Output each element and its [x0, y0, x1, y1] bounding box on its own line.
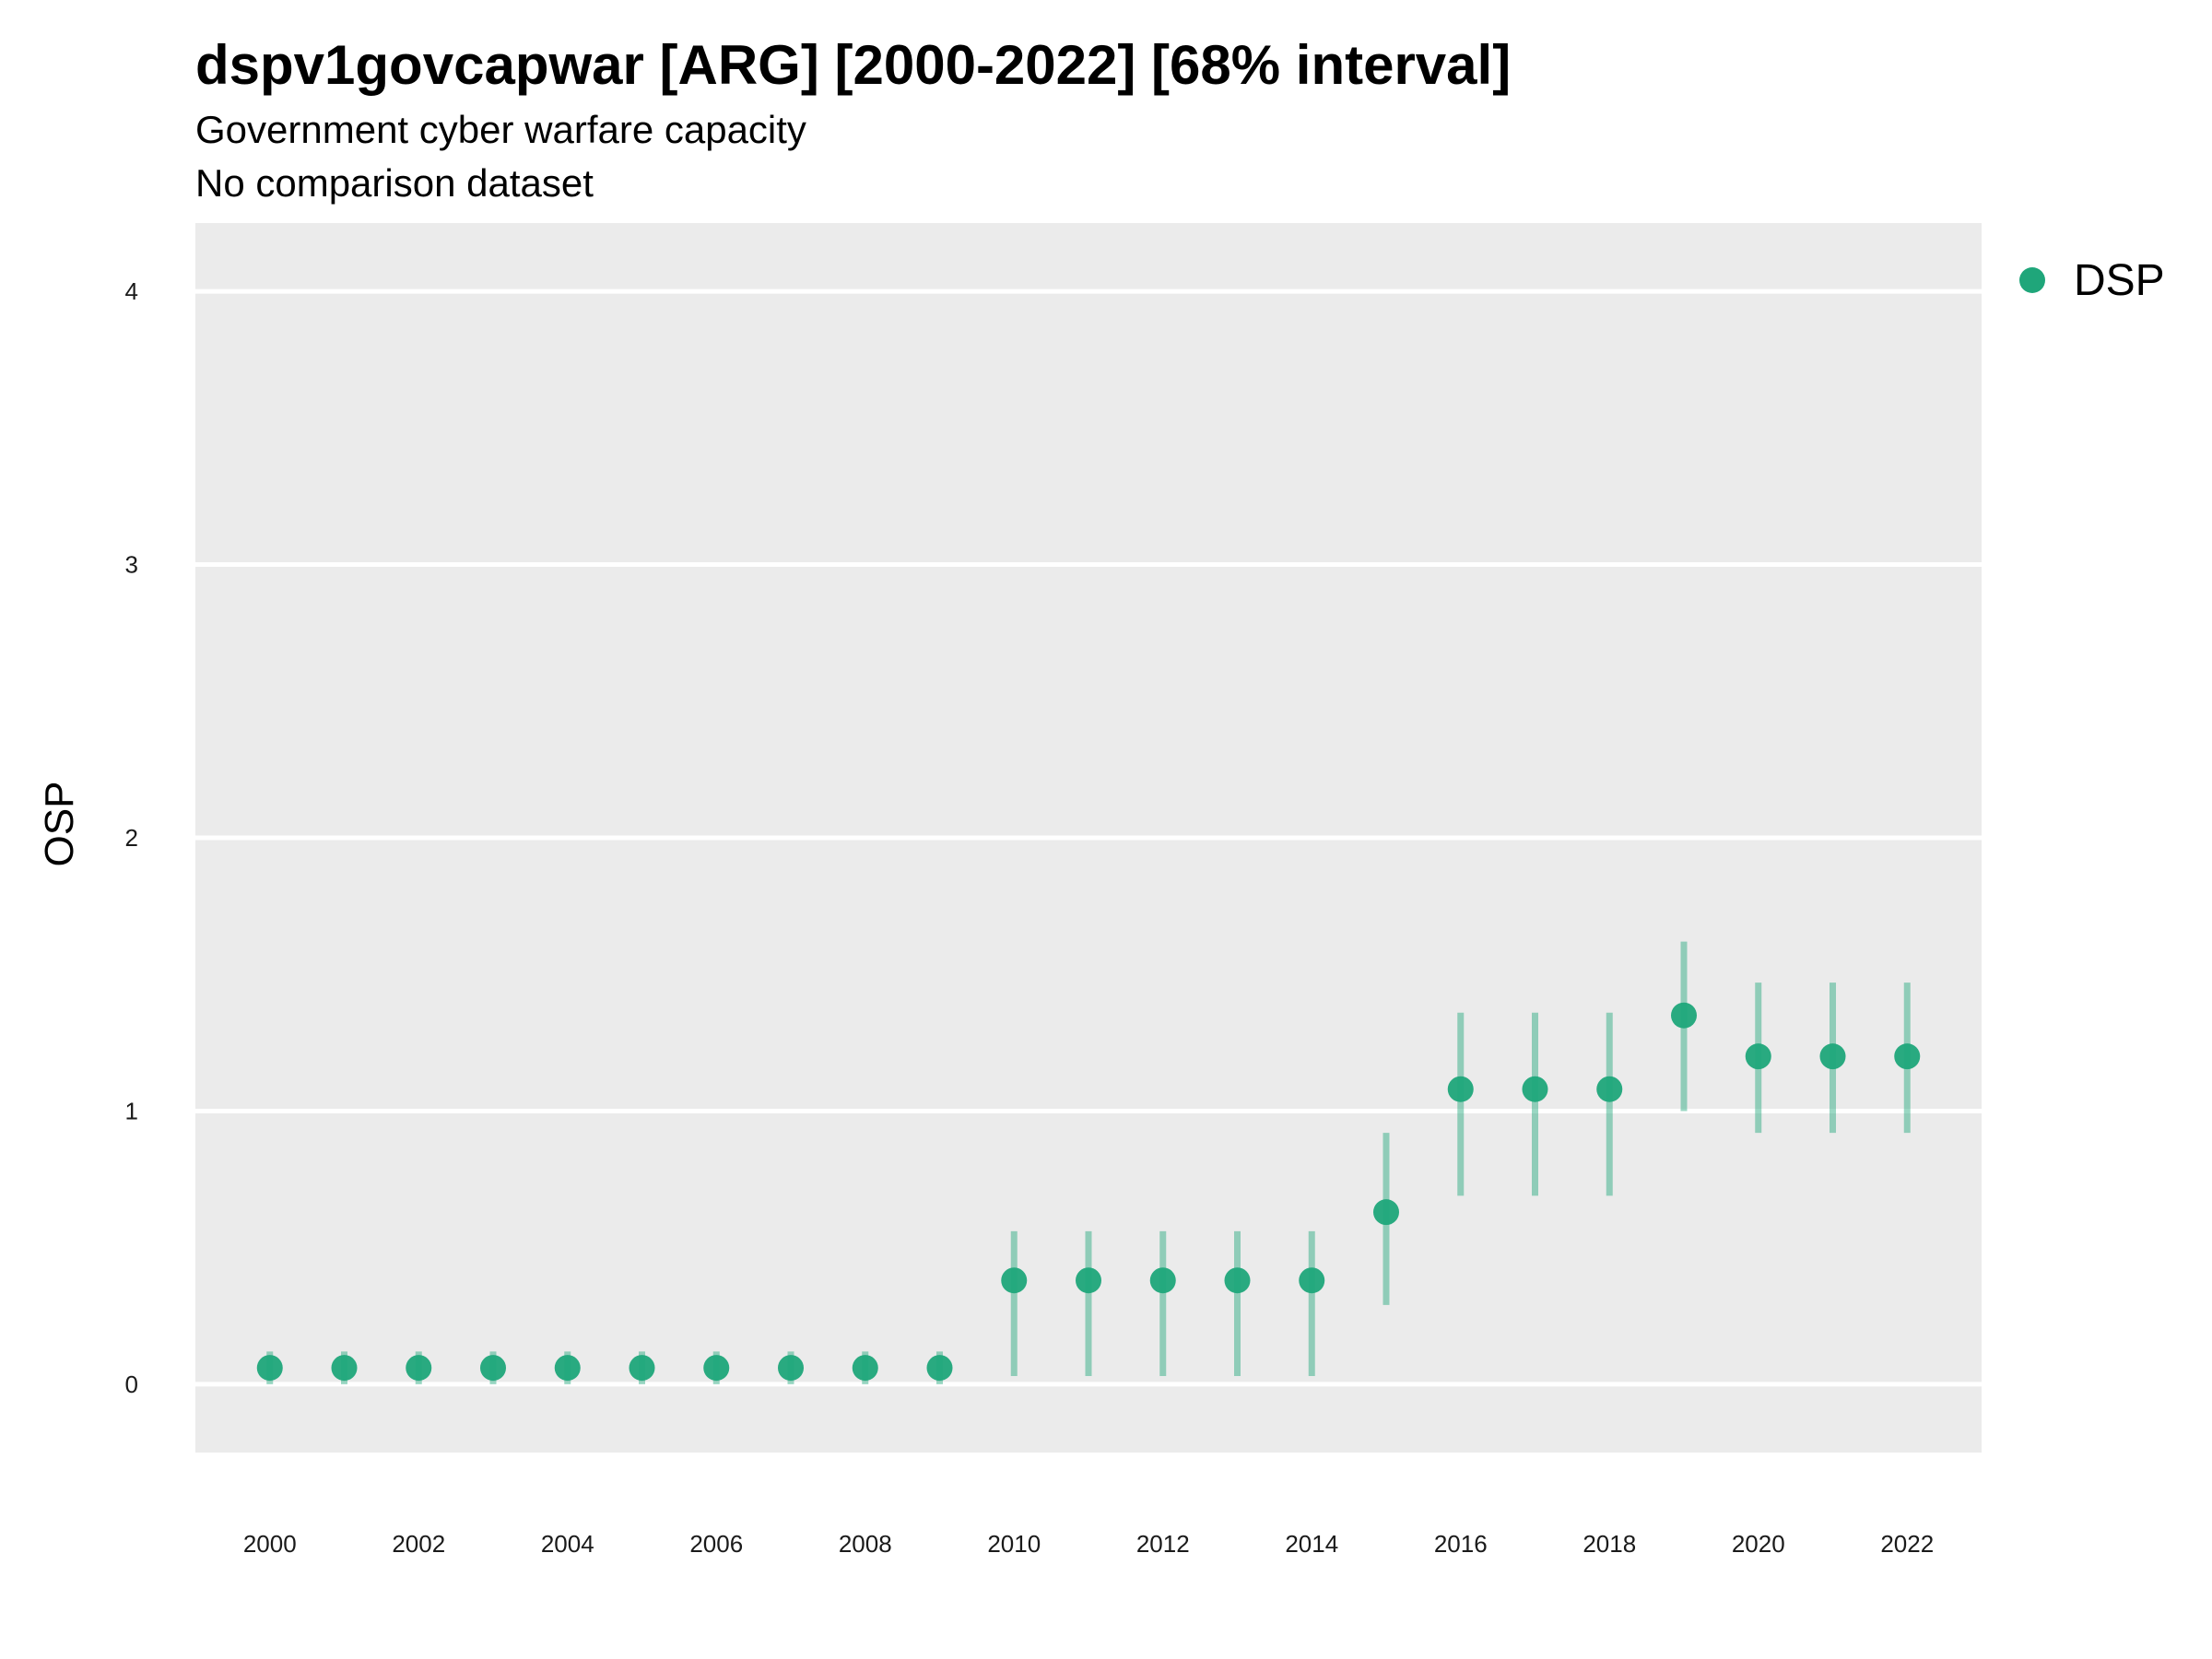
y-tick-label: 1 [125, 1097, 138, 1124]
data-point [1447, 1076, 1474, 1102]
data-point [1745, 1043, 1771, 1070]
data-point [1224, 1267, 1251, 1294]
data-point [554, 1355, 581, 1382]
grid-lines [195, 288, 1982, 1387]
chart-subtitle: Government cyber warfare capacity [195, 108, 806, 151]
y-tick-label: 4 [125, 277, 138, 305]
y-axis-label: OSP [37, 782, 82, 867]
data-point [1671, 1002, 1697, 1029]
x-tick-label: 2020 [1732, 1530, 1785, 1558]
x-tick-label: 2018 [1583, 1530, 1636, 1558]
legend-marker-dsp [2019, 267, 2045, 293]
chart-title: dspv1govcapwar [ARG] [2000-2022] [68% in… [195, 34, 1512, 96]
y-tick-label: 0 [125, 1371, 138, 1398]
x-tick-label: 2008 [839, 1530, 892, 1558]
data-point [1894, 1043, 1921, 1070]
x-tick-label: 2006 [689, 1530, 743, 1558]
x-tick-label: 2000 [243, 1530, 297, 1558]
data-point [1522, 1076, 1548, 1102]
data-point [480, 1355, 506, 1382]
y-tick-label: 2 [125, 824, 138, 852]
x-tick-label: 2016 [1434, 1530, 1488, 1558]
data-point [852, 1355, 878, 1382]
y-axis-ticks: 0 1 2 3 4 [125, 277, 138, 1398]
x-tick-label: 2004 [541, 1530, 594, 1558]
x-tick-label: 2002 [392, 1530, 445, 1558]
data-point [1373, 1199, 1399, 1226]
x-axis-ticks: 2000 2002 2004 2006 2008 2010 2012 2014 2016 2018… [243, 1530, 1934, 1558]
x-tick-label: 2012 [1136, 1530, 1190, 1558]
legend: DSP [2019, 256, 2165, 305]
x-tick-label: 2010 [987, 1530, 1041, 1558]
data-point [778, 1355, 804, 1382]
data-point [1819, 1043, 1846, 1070]
data-point [256, 1355, 283, 1382]
data-point [406, 1355, 432, 1382]
x-tick-label: 2022 [1880, 1530, 1934, 1558]
chart-caption: No comparison dataset [195, 161, 594, 205]
y-tick-label: 3 [125, 551, 138, 579]
data-point [926, 1355, 953, 1382]
data-point [1596, 1076, 1623, 1102]
x-tick-label: 2014 [1285, 1530, 1338, 1558]
data-point [629, 1355, 655, 1382]
data-point [331, 1355, 358, 1382]
data-points [256, 1002, 1921, 1382]
legend-label-dsp: DSP [2074, 256, 2165, 305]
data-point [1299, 1267, 1325, 1294]
data-point [1001, 1267, 1028, 1294]
data-point [1149, 1267, 1176, 1294]
data-point [703, 1355, 730, 1382]
data-point [1076, 1267, 1101, 1294]
